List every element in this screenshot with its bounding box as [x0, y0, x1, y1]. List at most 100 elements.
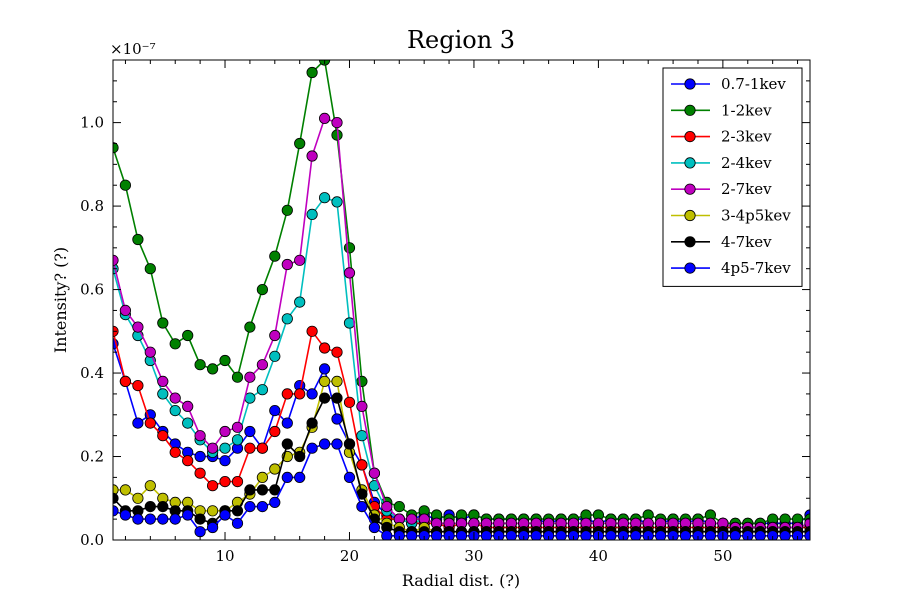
data-point	[119, 304, 132, 316]
legend-marker	[684, 104, 696, 116]
data-point	[393, 500, 405, 513]
data-point	[318, 112, 331, 125]
data-point	[792, 530, 804, 540]
legend-label: 2-4kev	[721, 154, 772, 172]
data-point	[244, 321, 256, 333]
data-point	[256, 484, 268, 496]
data-point	[281, 258, 293, 271]
x-axis-label: Radial dist. (?)	[402, 571, 520, 590]
data-point	[194, 430, 206, 442]
data-point	[406, 530, 418, 540]
data-point	[219, 455, 231, 467]
data-point	[144, 417, 156, 429]
legend: 0.7-1kev 1-2kev 2-3kev 2-4kev 2-7kev 3-4p5kev…	[662, 67, 803, 287]
data-point	[132, 233, 144, 246]
data-point	[269, 404, 281, 417]
legend-marker	[684, 78, 696, 90]
legend-label: 0.7-1kev	[721, 75, 786, 93]
data-point	[318, 392, 331, 404]
data-point	[667, 530, 679, 540]
x-tick-label: 50	[713, 547, 732, 565]
plot-frame	[112, 59, 811, 541]
data-point	[256, 384, 268, 396]
data-point	[580, 530, 592, 540]
data-point	[331, 375, 343, 387]
data-point	[144, 346, 156, 358]
data-point	[281, 438, 293, 450]
data-point	[754, 530, 766, 540]
x-tick-label: 10	[215, 547, 234, 565]
data-point	[169, 404, 181, 417]
data-point	[269, 496, 281, 508]
data-point	[169, 392, 181, 404]
data-point	[381, 530, 393, 540]
data-point	[182, 455, 194, 467]
data-point	[343, 396, 356, 408]
legend-label: 2-3kev	[721, 128, 772, 146]
data-point	[119, 179, 132, 191]
y-tick-label: 0.8	[80, 197, 104, 215]
legend-marker	[684, 157, 696, 169]
y-axis-multiplier: ×10⁻⁷	[110, 40, 156, 58]
data-point	[356, 400, 368, 412]
data-point	[704, 530, 716, 540]
data-point	[567, 530, 580, 540]
data-point	[306, 325, 318, 337]
y-tick-label: 0.2	[80, 448, 104, 466]
data-point	[256, 359, 268, 371]
data-point	[144, 263, 156, 275]
data-point	[119, 484, 132, 496]
x-tick-label: 30	[464, 547, 483, 565]
data-point	[219, 509, 231, 521]
data-point	[244, 484, 256, 496]
data-point	[194, 467, 206, 479]
data-point	[281, 313, 293, 325]
data-point	[455, 530, 468, 540]
data-point	[318, 342, 331, 354]
y-tick-label: 0.4	[80, 364, 104, 382]
series-2-7kev	[113, 112, 810, 534]
legend-label: 4-7kev	[721, 233, 772, 251]
data-point	[219, 442, 231, 454]
data-point	[294, 254, 306, 266]
data-point	[306, 150, 318, 162]
data-point	[281, 417, 293, 429]
legend-item: 0.7-1kev	[671, 75, 786, 93]
data-point	[182, 417, 194, 429]
data-point	[393, 530, 405, 540]
data-point	[194, 359, 206, 371]
data-point	[219, 425, 231, 438]
data-point	[132, 379, 144, 392]
data-point	[144, 513, 156, 525]
data-point	[207, 505, 219, 517]
data-point	[306, 388, 318, 400]
data-point	[132, 513, 144, 525]
data-point	[244, 371, 256, 383]
data-point	[144, 500, 156, 513]
data-point	[169, 338, 181, 350]
data-point	[294, 296, 306, 308]
data-point	[318, 375, 331, 387]
x-tick-label: 40	[589, 547, 608, 565]
data-point	[256, 500, 268, 513]
legend-item: 2-4kev	[671, 154, 772, 172]
data-point	[244, 500, 256, 513]
data-point	[343, 267, 356, 279]
y-axis-label: Intensity? (?)	[51, 247, 70, 353]
data-point	[119, 375, 132, 387]
data-point	[281, 471, 293, 483]
data-point	[306, 442, 318, 454]
legend-item: 2-7kev	[671, 180, 772, 198]
data-point	[157, 430, 169, 442]
data-point	[306, 417, 318, 429]
x-tick-label: 20	[340, 547, 359, 565]
axes: 10 20 30 40 50 0.0 0.2 0.4 0.6 0.8 1.0	[80, 59, 811, 565]
data-point	[742, 530, 754, 540]
data-point	[157, 317, 169, 329]
data-point	[256, 283, 268, 296]
data-point	[505, 530, 517, 540]
legend-marker	[684, 131, 696, 143]
data-point	[207, 442, 219, 454]
data-point	[269, 463, 281, 475]
